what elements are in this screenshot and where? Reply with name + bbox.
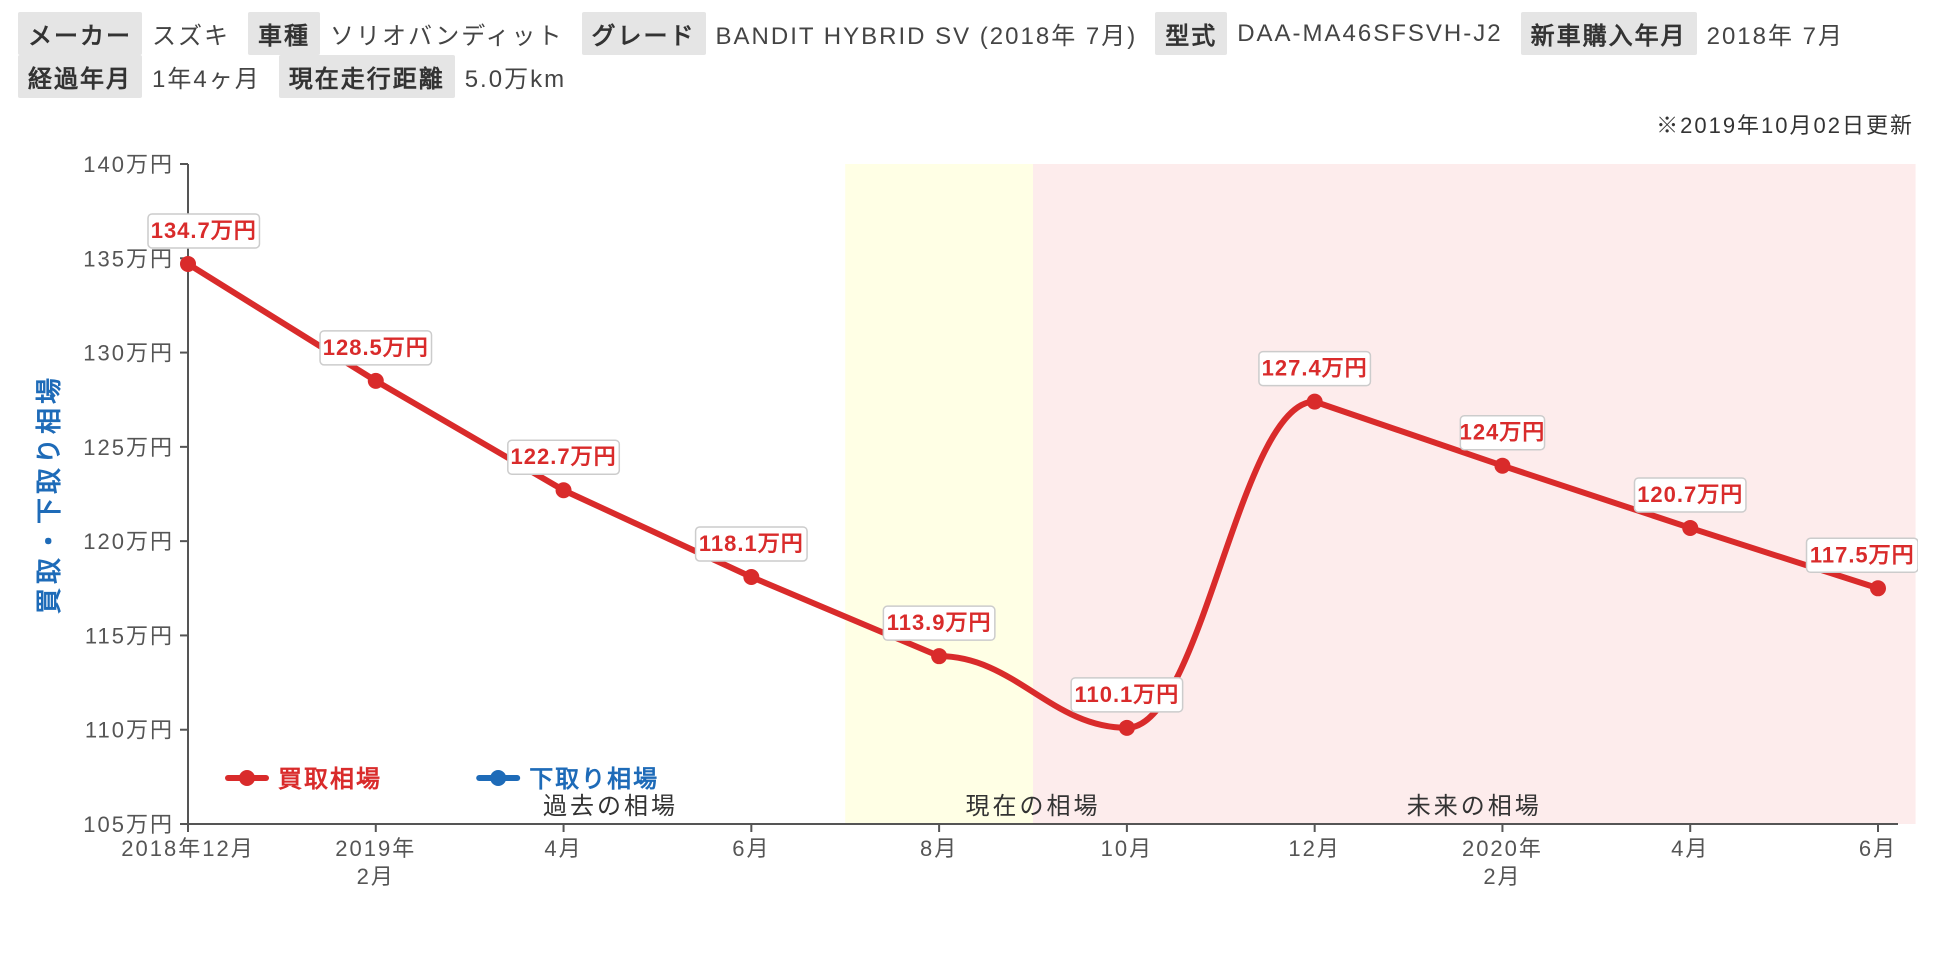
svg-text:134.7万円: 134.7万円: [151, 218, 257, 243]
meta-value: 2018年 7月: [1707, 12, 1844, 55]
meta-value: 5.0万km: [465, 55, 566, 98]
meta-bar: メーカー スズキ 車種 ソリオバンディット グレード BANDIT HYBRID…: [18, 12, 1918, 98]
meta-value: ソリオバンディット: [330, 12, 564, 55]
svg-text:12月: 12月: [1288, 836, 1340, 861]
meta-value: DAA-MA46SFSVH-J2: [1237, 16, 1502, 52]
svg-text:過去の相場: 過去の相場: [543, 793, 678, 820]
svg-text:6月: 6月: [1859, 836, 1897, 861]
svg-text:8月: 8月: [920, 836, 958, 861]
svg-text:買取相場: 買取相場: [278, 766, 382, 793]
svg-text:115万円: 115万円: [85, 623, 174, 648]
svg-text:120.7万円: 120.7万円: [1637, 482, 1743, 507]
price-chart: 105万円 110万円 115万円 120万円 125万円 130万円 135万円 140万円…: [18, 144, 1918, 924]
svg-text:118.1万円: 118.1万円: [699, 531, 804, 556]
svg-text:2018年12月: 2018年12月: [121, 836, 254, 861]
svg-text:未来の相場: 未来の相場: [1407, 793, 1542, 820]
svg-text:110.1万円: 110.1万円: [1074, 682, 1179, 707]
meta-label: メーカー: [18, 12, 142, 55]
meta-value: スズキ: [152, 12, 230, 55]
update-note: ※2019年10月02日更新: [18, 108, 1914, 140]
svg-text:現在の相場: 現在の相場: [966, 793, 1101, 820]
meta-label: 経過年月: [18, 55, 142, 98]
svg-text:110万円: 110万円: [85, 718, 174, 743]
svg-text:140万円: 140万円: [83, 152, 174, 177]
svg-text:10月: 10月: [1101, 836, 1153, 861]
svg-text:4月: 4月: [1671, 836, 1709, 861]
svg-text:125万円: 125万円: [83, 435, 174, 460]
svg-text:113.9万円: 113.9万円: [887, 610, 992, 635]
svg-text:128.5万円: 128.5万円: [323, 335, 429, 360]
svg-text:6月: 6月: [732, 836, 770, 861]
svg-text:120万円: 120万円: [83, 529, 174, 554]
svg-text:2020年: 2020年: [1462, 836, 1543, 861]
chart-svg: 105万円 110万円 115万円 120万円 125万円 130万円 135万円 140万円…: [18, 144, 1918, 924]
svg-text:4月: 4月: [544, 836, 582, 861]
meta-label: 車種: [248, 12, 320, 55]
meta-value: BANDIT HYBRID SV (2018年 7月): [716, 12, 1138, 55]
svg-text:2月: 2月: [357, 864, 395, 889]
svg-text:135万円: 135万円: [83, 246, 174, 271]
meta-label: 型式: [1155, 12, 1227, 55]
svg-text:117.5万円: 117.5万円: [1810, 542, 1915, 567]
svg-text:124万円: 124万円: [1460, 420, 1546, 445]
meta-label: 現在走行距離: [279, 55, 455, 98]
svg-text:130万円: 130万円: [83, 341, 174, 366]
svg-text:買取・下取り相場: 買取・下取り相場: [34, 374, 64, 614]
meta-label: グレード: [582, 12, 706, 55]
meta-label: 新車購入年月: [1521, 12, 1697, 55]
meta-value: 1年4ヶ月: [152, 55, 261, 98]
svg-text:2月: 2月: [1483, 864, 1521, 889]
svg-text:2019年: 2019年: [335, 836, 416, 861]
svg-text:122.7万円: 122.7万円: [511, 444, 617, 469]
svg-text:下取り相場: 下取り相場: [529, 766, 659, 793]
svg-text:105万円: 105万円: [83, 812, 174, 837]
svg-text:127.4万円: 127.4万円: [1262, 356, 1368, 381]
